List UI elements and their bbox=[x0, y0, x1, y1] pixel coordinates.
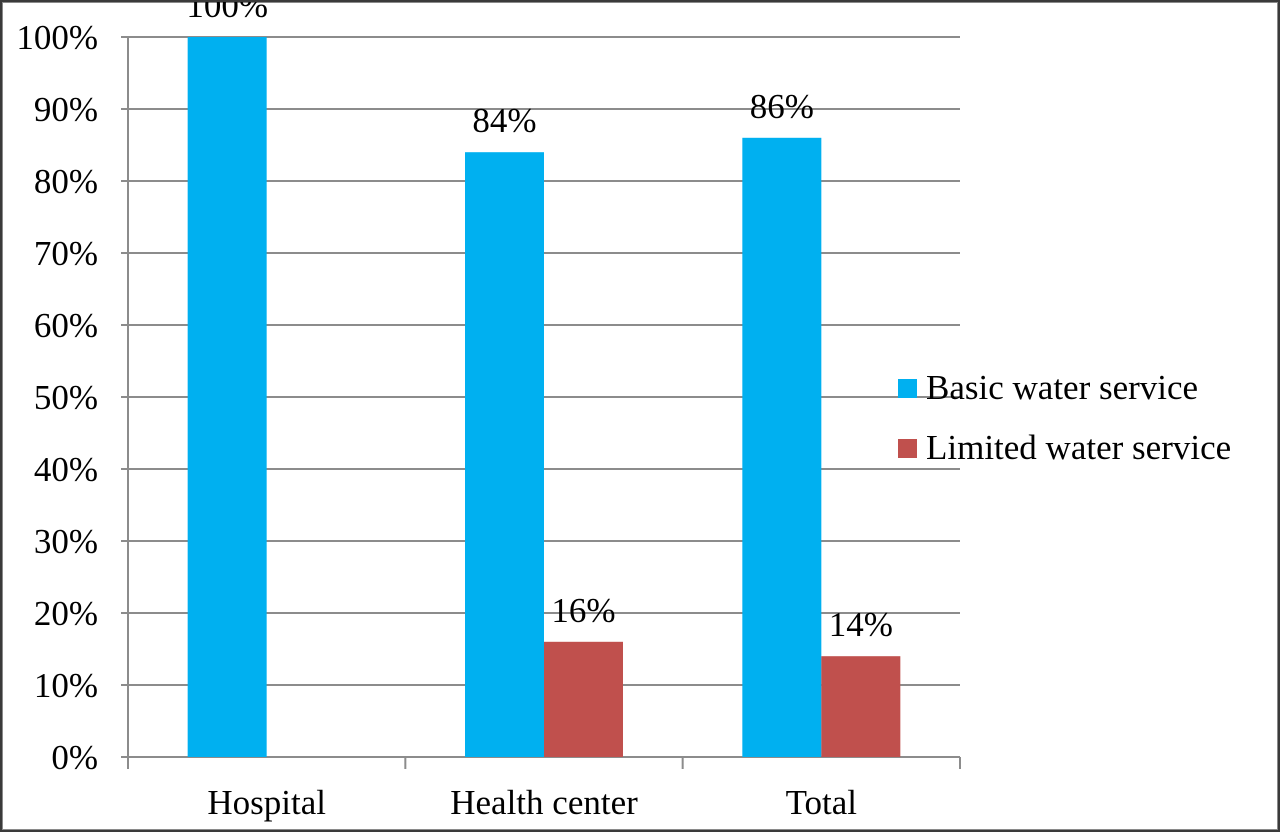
data-labels: 100% 84% 86% 16% 14% bbox=[186, 2, 893, 644]
x-category-label: Total bbox=[786, 783, 858, 822]
x-category-label: Health center bbox=[450, 783, 638, 822]
data-label: 84% bbox=[472, 101, 536, 140]
y-tick-label: 50% bbox=[34, 378, 98, 417]
legend-label: Limited water service bbox=[926, 428, 1231, 467]
bar-basic-water-service bbox=[187, 37, 267, 757]
data-label: 100% bbox=[186, 2, 268, 25]
data-label: 16% bbox=[551, 591, 615, 630]
y-tick-label: 80% bbox=[34, 162, 98, 201]
data-label: 86% bbox=[750, 87, 814, 126]
y-tick-label: 20% bbox=[34, 594, 98, 633]
x-category-label: Hospital bbox=[207, 783, 326, 822]
y-tick-label: 60% bbox=[34, 306, 98, 345]
y-tick-label: 30% bbox=[34, 522, 98, 561]
legend: Basic water service Limited water service bbox=[898, 368, 1231, 467]
legend-swatch bbox=[898, 439, 917, 458]
bar-basic-water-service bbox=[465, 152, 544, 757]
y-tick-label: 40% bbox=[34, 450, 98, 489]
bar-limited-water-service bbox=[821, 656, 901, 757]
bars bbox=[187, 37, 901, 758]
y-tick-label: 10% bbox=[34, 666, 98, 705]
legend-label: Basic water service bbox=[926, 368, 1198, 407]
y-tick-label: 90% bbox=[34, 90, 98, 129]
y-tick-label: 70% bbox=[34, 234, 98, 273]
y-tick-label: 0% bbox=[51, 738, 98, 777]
legend-swatch bbox=[898, 379, 917, 398]
y-tick-label: 100% bbox=[16, 18, 98, 57]
axes: 0% 10% 20% 30% 40% 50% 60% 70% 80% 90% 100% Hospita… bbox=[16, 18, 961, 822]
bar-limited-water-service bbox=[544, 641, 623, 757]
data-label: 14% bbox=[829, 605, 893, 644]
bar-basic-water-service bbox=[742, 137, 822, 758]
